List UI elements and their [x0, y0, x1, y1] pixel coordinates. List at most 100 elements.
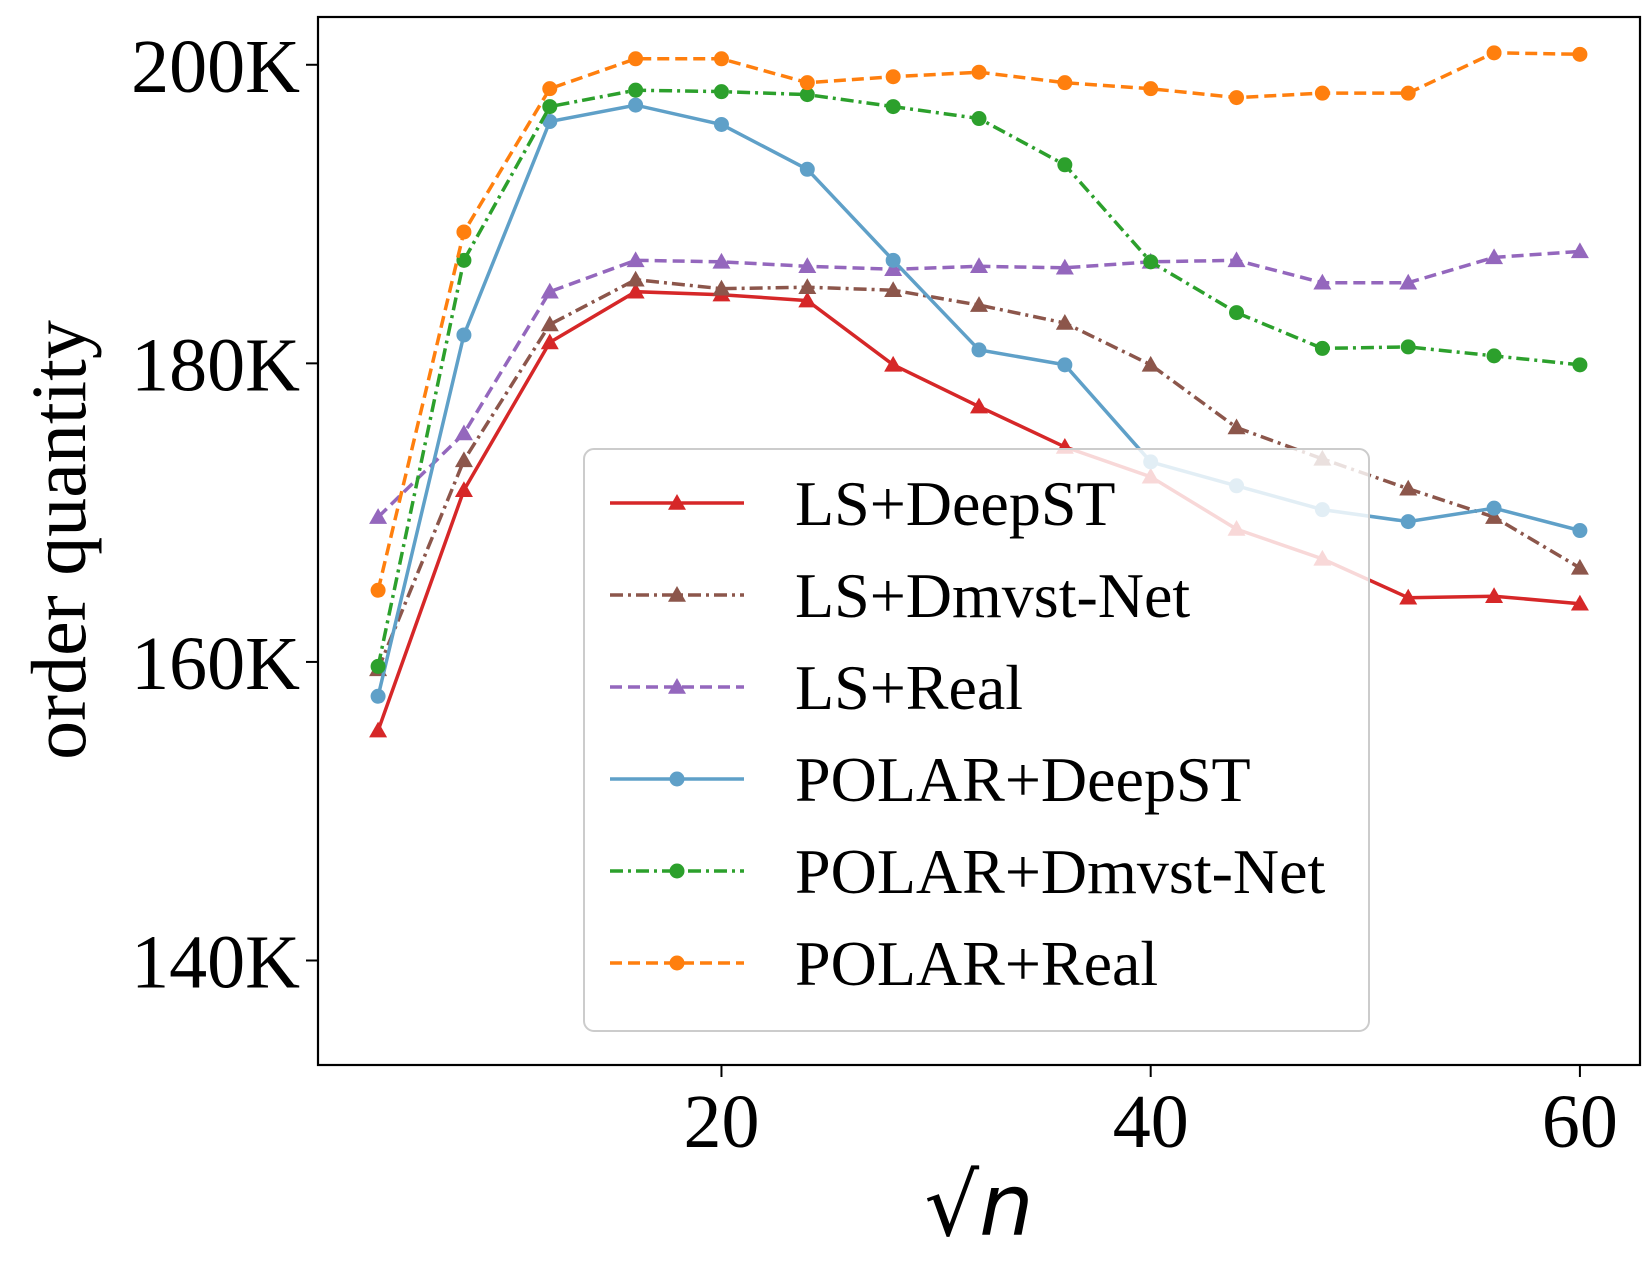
- legend-marker: [668, 678, 686, 694]
- legend-label: POLAR+DeepST: [795, 744, 1251, 815]
- data-point: [1229, 90, 1245, 106]
- data-point: [542, 81, 558, 97]
- data-point: [1572, 523, 1588, 539]
- data-point: [712, 252, 731, 269]
- data-point: [369, 721, 388, 738]
- data-point: [626, 282, 645, 299]
- data-point: [370, 688, 386, 704]
- x-tick-label: 60: [1542, 1080, 1618, 1164]
- data-point: [456, 252, 472, 268]
- data-point: [1570, 242, 1589, 259]
- data-point: [542, 99, 558, 115]
- data-point: [1055, 314, 1074, 330]
- data-point: [970, 296, 988, 312]
- data-point: [1400, 339, 1416, 355]
- data-point: [1057, 357, 1073, 373]
- y-tick-label: 160K: [131, 622, 300, 706]
- series-polar-dmvst-net: [370, 82, 1588, 674]
- data-point: [799, 87, 815, 103]
- data-point: [1570, 594, 1589, 611]
- data-point: [1057, 157, 1073, 173]
- data-point: [369, 508, 388, 524]
- x-axis-title: √n: [924, 1156, 1033, 1256]
- legend-marker: [668, 494, 686, 510]
- data-point: [1229, 305, 1245, 321]
- data-point: [456, 327, 472, 343]
- y-tick-label: 200K: [131, 25, 300, 109]
- data-point: [798, 257, 817, 274]
- x-tick-label: 20: [683, 1080, 759, 1164]
- data-point: [1313, 273, 1332, 290]
- data-point: [970, 397, 988, 414]
- data-point: [1399, 479, 1418, 496]
- data-point: [1057, 75, 1073, 91]
- x-tick-label: 40: [1113, 1080, 1189, 1164]
- legend-label: LS+DeepST: [795, 468, 1116, 539]
- data-point: [628, 51, 644, 67]
- data-point: [542, 114, 558, 130]
- series-layer: [369, 45, 1589, 738]
- legend-frame: [583, 448, 1370, 1032]
- data-point: [1400, 85, 1416, 101]
- legend-item: LS+Real: [610, 652, 1023, 723]
- data-point: [1572, 357, 1588, 373]
- data-point: [971, 111, 987, 127]
- data-point: [1399, 588, 1418, 605]
- plot-frame: [316, 15, 1642, 1067]
- legend-item: POLAR+Dmvst-Net: [610, 836, 1326, 907]
- y-axis-ticks: 140K 160K 180K 200K: [131, 25, 318, 1004]
- data-point: [1486, 348, 1502, 364]
- data-point: [454, 424, 473, 441]
- data-point: [971, 342, 987, 358]
- data-point: [454, 481, 473, 497]
- legend-label: POLAR+Real: [795, 928, 1158, 999]
- data-point: [626, 270, 645, 287]
- data-point: [626, 251, 645, 268]
- data-point: [885, 99, 901, 115]
- legend-item: LS+DeepST: [610, 468, 1116, 539]
- legend-marker: [669, 771, 685, 787]
- data-point: [798, 291, 817, 308]
- data-point: [1143, 254, 1159, 270]
- legend: LS+DeepST LS+Dmvst-Net LS+Real POLAR+DeepST…: [583, 448, 1370, 1032]
- legend-marker: [669, 955, 685, 971]
- data-point: [1055, 258, 1074, 275]
- data-point: [1143, 81, 1159, 97]
- data-point: [884, 281, 903, 297]
- data-point: [799, 75, 815, 91]
- data-point: [1227, 418, 1246, 435]
- data-point: [1570, 558, 1589, 575]
- data-point: [1572, 46, 1588, 62]
- series-line: [376, 277, 1581, 671]
- data-point: [712, 279, 731, 296]
- legend-item: POLAR+DeepST: [610, 744, 1251, 815]
- data-point: [713, 84, 729, 100]
- data-point: [1485, 587, 1504, 603]
- data-point: [1399, 273, 1418, 290]
- data-point: [885, 69, 901, 85]
- legend-item: POLAR+Real: [610, 928, 1158, 999]
- legend-label: POLAR+Dmvst-Net: [795, 836, 1326, 907]
- legend-marker: [668, 586, 686, 602]
- y-tick-label: 140K: [131, 920, 300, 1004]
- data-point: [884, 260, 903, 277]
- data-point: [970, 257, 988, 274]
- data-point: [1486, 45, 1502, 61]
- data-point: [370, 582, 386, 598]
- data-point: [1485, 248, 1504, 265]
- data-point: [628, 82, 644, 98]
- legend-item: LS+Dmvst-Net: [610, 560, 1190, 631]
- data-point: [540, 315, 559, 332]
- data-point: [540, 282, 559, 299]
- legend-label: LS+Real: [795, 652, 1023, 723]
- legend-label: LS+Dmvst-Net: [795, 560, 1190, 631]
- x-axis-ticks: 20 40 60: [683, 1065, 1618, 1164]
- data-point: [370, 658, 386, 674]
- y-axis-title: order quantity: [15, 320, 102, 760]
- data-point: [799, 161, 815, 177]
- data-point: [713, 116, 729, 132]
- legend-marker: [669, 863, 685, 879]
- data-point: [454, 451, 473, 468]
- data-point: [1314, 340, 1330, 356]
